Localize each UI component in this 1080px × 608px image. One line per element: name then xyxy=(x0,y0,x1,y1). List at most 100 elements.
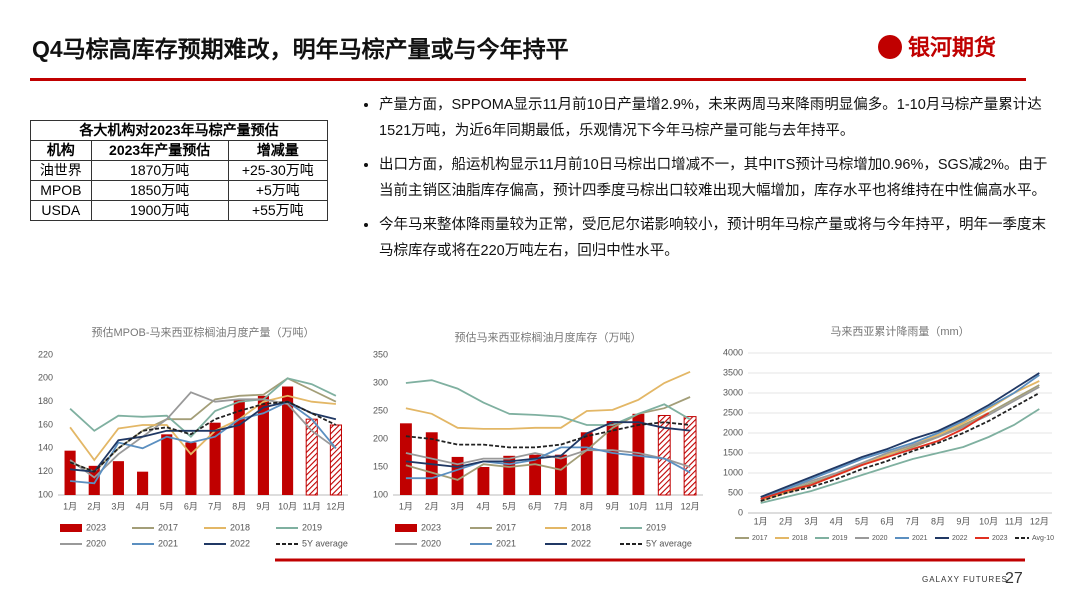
y-tick-label: 100 xyxy=(38,489,53,499)
legend-label: 2018 xyxy=(792,535,808,542)
bullet: 出口方面，船运机构显示11月前10日马棕出口增减不一，其中ITS预计马棕增加0.… xyxy=(379,152,1059,204)
x-tick-label: 1月 xyxy=(399,501,413,511)
y-tick-label: 120 xyxy=(38,466,53,476)
legend-label: 2019 xyxy=(832,535,848,542)
legend-label: 2023 xyxy=(992,535,1008,542)
y-tick-label: 0 xyxy=(738,507,743,517)
x-tick-label: 2月 xyxy=(87,501,101,511)
legend-label: 2019 xyxy=(302,522,322,532)
legend-label: 2022 xyxy=(571,538,591,548)
series-line xyxy=(69,377,337,473)
x-tick-label: 1月 xyxy=(754,516,768,526)
x-tick-label: 10月 xyxy=(278,501,297,511)
legend-label: 2018 xyxy=(230,522,250,532)
x-tick-label: 6月 xyxy=(184,501,198,511)
bar xyxy=(657,414,671,496)
legend-label: 2021 xyxy=(496,538,516,548)
y-tick-label: 2500 xyxy=(723,407,743,417)
x-tick-label: 5月 xyxy=(855,516,869,526)
x-tick-label: 3月 xyxy=(111,501,125,511)
series-line xyxy=(69,400,337,473)
series-line xyxy=(405,379,691,426)
bar xyxy=(257,395,269,495)
legend-label: 2017 xyxy=(496,522,516,532)
legend-label: 2020 xyxy=(421,538,441,548)
bar xyxy=(529,454,542,495)
legend-label: 2021 xyxy=(158,538,178,548)
legend-swatch xyxy=(395,524,417,532)
series-line xyxy=(69,394,336,462)
series-line xyxy=(405,370,691,430)
x-tick-label: 7月 xyxy=(208,501,222,511)
cell: MPOB xyxy=(30,180,92,201)
y-tick-label: 3000 xyxy=(723,387,743,397)
x-tick-label: 1月 xyxy=(63,501,77,511)
bar xyxy=(233,399,245,495)
cell: +55万吨 xyxy=(227,200,329,221)
series-line xyxy=(760,374,1040,500)
x-tick-label: 10月 xyxy=(979,516,998,526)
y-tick-label: 1500 xyxy=(723,447,743,457)
series-line xyxy=(405,449,691,468)
x-tick-label: 5月 xyxy=(502,501,516,511)
x-tick-label: 11月 xyxy=(303,501,321,511)
footer-brand: GALAXY FUTURES xyxy=(922,575,1008,584)
bar xyxy=(503,455,516,495)
x-tick-label: 10月 xyxy=(629,501,648,511)
legend-label: 2017 xyxy=(752,535,768,542)
legend-label: 2018 xyxy=(571,522,591,532)
series-line xyxy=(760,372,1040,498)
legend-label: Avg-10 xyxy=(1032,535,1054,542)
x-tick-label: 7月 xyxy=(906,516,920,526)
series-line xyxy=(760,384,1040,500)
legend-label: 2020 xyxy=(872,535,888,542)
x-tick-label: 11月 xyxy=(655,501,673,511)
x-tick-label: 5月 xyxy=(160,501,174,511)
series-line xyxy=(405,421,691,468)
x-tick-label: 6月 xyxy=(528,501,542,511)
cell: 1900万吨 xyxy=(90,200,229,221)
y-tick-label: 250 xyxy=(373,405,388,415)
legend-label: 2023 xyxy=(421,522,441,532)
cell: +25-30万吨 xyxy=(227,160,329,181)
y-tick-label: 500 xyxy=(728,487,743,497)
bar xyxy=(137,471,149,495)
y-tick-label: 2000 xyxy=(723,427,743,437)
legend-label: 2022 xyxy=(230,538,250,548)
legend-label: 2020 xyxy=(86,538,106,548)
x-tick-label: 12月 xyxy=(1030,516,1049,526)
bar xyxy=(88,465,100,495)
y-tick-label: 200 xyxy=(373,433,388,443)
series-line xyxy=(760,392,1040,502)
y-tick-label: 220 xyxy=(38,349,53,359)
logo: 银河期货 xyxy=(878,30,996,62)
y-tick-label: 140 xyxy=(38,443,53,453)
x-tick-label: 12月 xyxy=(681,501,700,511)
bullet-list: 产量方面，SPPOMA显示11月前10日产量增2.9%，未来两周马来降雨明显偏多… xyxy=(355,92,1059,272)
bar xyxy=(161,434,173,495)
y-tick-label: 4000 xyxy=(723,347,743,357)
bar xyxy=(64,450,76,495)
forecast-table: 各大机构对2023年马棕产量预估 机构 2023年产量预估 增减量 油世界 1870万… xyxy=(30,120,329,221)
y-tick-label: 180 xyxy=(38,396,53,406)
x-tick-label: 8月 xyxy=(232,501,246,511)
legend-swatch xyxy=(60,524,82,532)
series-line xyxy=(405,396,691,481)
series-line xyxy=(760,412,990,500)
x-tick-label: 3月 xyxy=(451,501,465,511)
y-tick-label: 100 xyxy=(373,489,388,499)
y-tick-label: 3500 xyxy=(723,367,743,377)
x-tick-label: 2月 xyxy=(425,501,439,511)
y-tick-label: 150 xyxy=(373,461,388,471)
bar xyxy=(580,432,593,495)
x-tick-label: 7月 xyxy=(554,501,568,511)
bar xyxy=(112,461,124,495)
series-line xyxy=(69,391,337,479)
legend-label: 5Y average xyxy=(302,538,348,548)
y-tick-label: 350 xyxy=(373,349,388,359)
bullet: 今年马来整体降雨量较为正常，受厄尼尔诺影响较小，预计明年马棕产量或将与今年持平，… xyxy=(379,212,1059,264)
bar xyxy=(185,442,197,495)
x-tick-label: 12月 xyxy=(326,501,345,511)
bar xyxy=(282,386,294,495)
